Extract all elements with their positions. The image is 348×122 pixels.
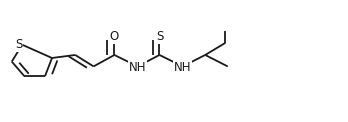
Text: NH: NH (174, 61, 191, 74)
Text: O: O (110, 30, 119, 43)
Text: S: S (156, 30, 163, 43)
Text: NH: NH (129, 61, 147, 74)
Text: S: S (15, 38, 22, 51)
